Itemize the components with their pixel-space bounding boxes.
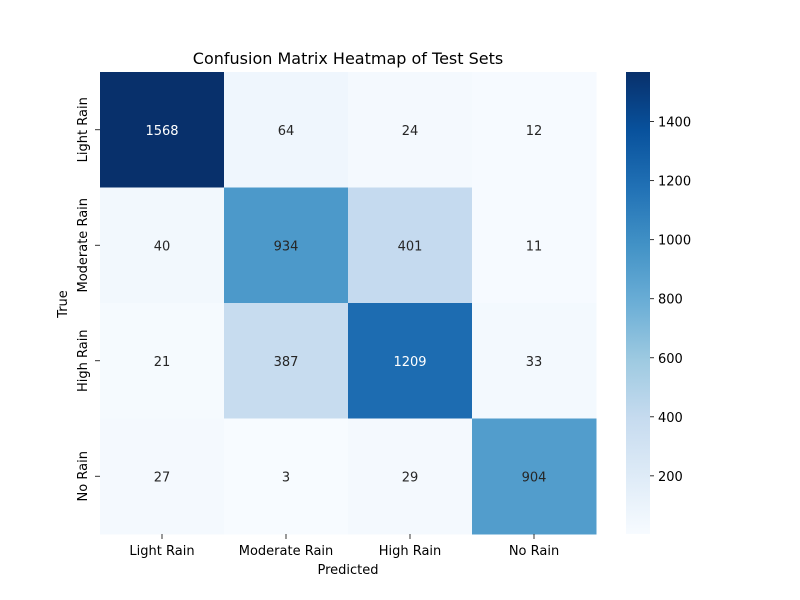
colorbar-gradient [626, 72, 650, 534]
colorbar-tick-label: 600 [658, 352, 683, 367]
heatmap-cell-r0-c2 [348, 72, 473, 188]
cell-value-r0-c3: 12 [526, 124, 543, 139]
heatmap-cell-r1-c3 [472, 187, 597, 304]
x-axis-label: Predicted [317, 563, 378, 578]
cell-value-r3-c3: 904 [522, 470, 547, 485]
colorbar-tick-label: 200 [658, 470, 683, 485]
y-tick-label: Light Rain [76, 97, 91, 162]
cell-value-r1-c2: 401 [398, 239, 423, 254]
heatmap-cell-r1-c2 [348, 187, 473, 304]
heatmap-cell-r1-c1 [224, 187, 349, 304]
cell-value-r3-c1: 3 [282, 470, 290, 485]
heatmap-cell-r3-c2 [348, 418, 473, 535]
y-tick-label: Moderate Rain [76, 198, 91, 293]
x-tick-label: Light Rain [129, 544, 194, 559]
cell-value-r2-c3: 33 [526, 355, 543, 370]
colorbar-tick-label: 400 [658, 411, 683, 426]
chart-title: Confusion Matrix Heatmap of Test Sets [193, 49, 503, 68]
cell-value-r1-c0: 40 [154, 239, 171, 254]
heatmap-cell-r0-c3 [472, 72, 597, 188]
heatmap-cells [100, 72, 597, 535]
x-tick-label: High Rain [379, 544, 442, 559]
x-tick-label: No Rain [509, 544, 559, 559]
y-tick-label: High Rain [76, 329, 91, 392]
heatmap-cell-r3-c1 [224, 418, 349, 535]
cell-value-r2-c1: 387 [274, 355, 299, 370]
colorbar-tick-label: 1200 [658, 175, 691, 190]
heatmap-cell-labels: 1568 64 24 12 40 934 401 11 21 387 1209 33 27 3 29 904 [145, 124, 546, 486]
cell-value-r0-c0: 1568 [145, 124, 178, 139]
y-tick-label: No Rain [76, 451, 91, 501]
colorbar: 200 400 600 800 1000 1200 1400 [626, 72, 691, 534]
heatmap-cell-r2-c2 [348, 303, 473, 419]
heatmap-cell-r0-c1 [224, 72, 349, 188]
cell-value-r1-c3: 11 [526, 239, 543, 254]
colorbar-tick-label: 800 [658, 293, 683, 308]
colorbar-tick-label: 1000 [658, 234, 691, 249]
cell-value-r3-c0: 27 [154, 470, 171, 485]
cell-value-r0-c1: 64 [278, 124, 295, 139]
heatmap-cell-r2-c1 [224, 303, 349, 419]
x-axis-ticks: Light Rain Moderate Rain High Rain No Rain [129, 534, 559, 559]
heatmap-cell-r1-c0 [100, 187, 225, 304]
colorbar-tick-label: 1400 [658, 116, 691, 131]
heatmap-cell-r3-c3 [472, 418, 597, 535]
cell-value-r0-c2: 24 [402, 124, 419, 139]
y-axis-label: True [56, 290, 71, 319]
y-axis-ticks: Light Rain Moderate Rain High Rain No Rain [76, 97, 100, 501]
cell-value-r3-c2: 29 [402, 470, 419, 485]
heatmap-cell-r0-c0 [100, 72, 225, 188]
heatmap-cell-r3-c0 [100, 418, 225, 535]
cell-value-r1-c1: 934 [274, 239, 299, 254]
x-tick-label: Moderate Rain [239, 544, 334, 559]
heatmap-cell-r2-c0 [100, 303, 225, 419]
heatmap-cell-r2-c3 [472, 303, 597, 419]
cell-value-r2-c2: 1209 [393, 355, 426, 370]
cell-value-r2-c0: 21 [154, 355, 171, 370]
